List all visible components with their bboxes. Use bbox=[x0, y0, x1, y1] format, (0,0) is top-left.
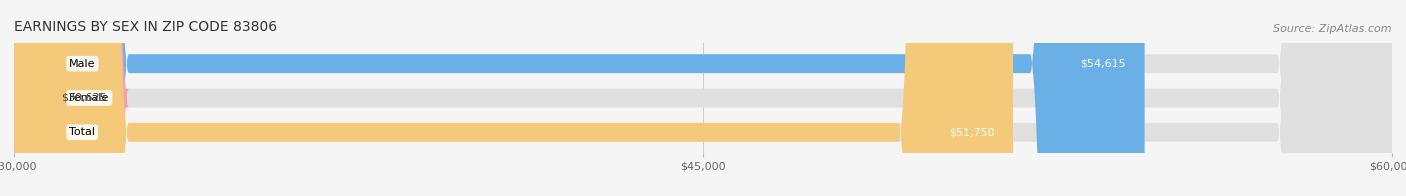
FancyBboxPatch shape bbox=[14, 0, 1392, 196]
FancyBboxPatch shape bbox=[14, 0, 1144, 196]
Text: Source: ZipAtlas.com: Source: ZipAtlas.com bbox=[1274, 24, 1392, 34]
Text: EARNINGS BY SEX IN ZIP CODE 83806: EARNINGS BY SEX IN ZIP CODE 83806 bbox=[14, 20, 277, 34]
Text: Female: Female bbox=[69, 93, 110, 103]
Text: $54,615: $54,615 bbox=[1081, 59, 1126, 69]
Text: Total: Total bbox=[69, 127, 96, 137]
Text: $30,625: $30,625 bbox=[60, 93, 107, 103]
FancyBboxPatch shape bbox=[14, 0, 1392, 196]
FancyBboxPatch shape bbox=[0, 0, 129, 196]
Text: Male: Male bbox=[69, 59, 96, 69]
Text: $51,750: $51,750 bbox=[949, 127, 994, 137]
FancyBboxPatch shape bbox=[14, 0, 1014, 196]
FancyBboxPatch shape bbox=[14, 0, 1392, 196]
